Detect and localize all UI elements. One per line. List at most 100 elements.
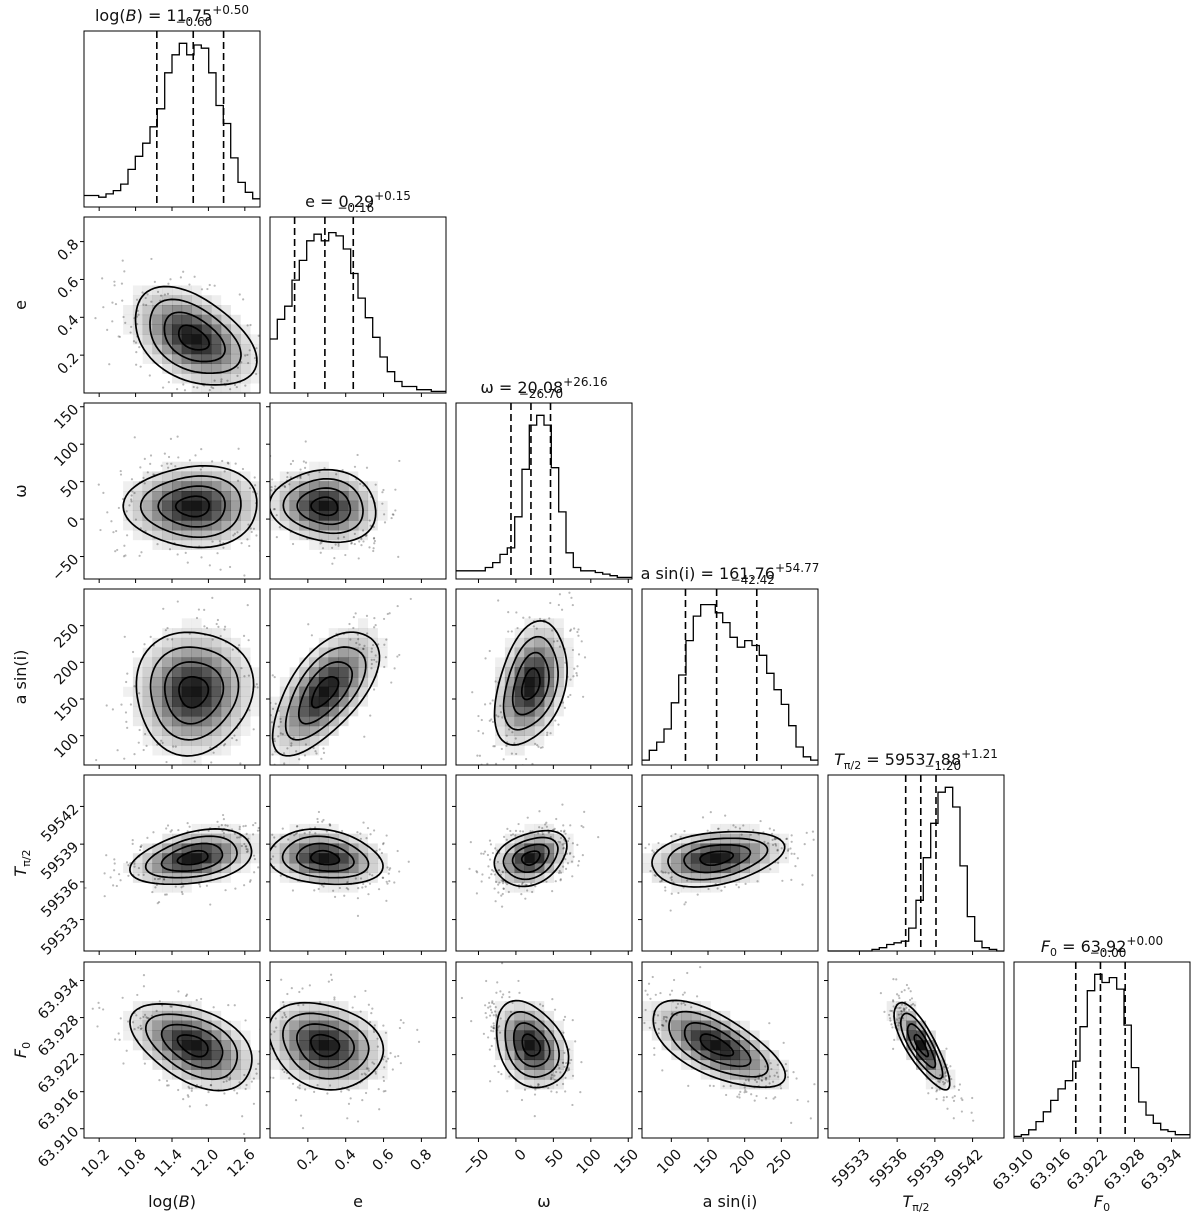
scatter-point bbox=[165, 827, 168, 830]
density-cell bbox=[142, 667, 153, 678]
scatter-point bbox=[382, 1024, 385, 1027]
scatter-point bbox=[664, 886, 667, 889]
scatter-point bbox=[308, 459, 310, 461]
scatter-point bbox=[670, 1013, 673, 1016]
scatter-point bbox=[333, 895, 337, 899]
density-cell bbox=[289, 1001, 300, 1012]
density-cell bbox=[690, 1040, 701, 1051]
hist-step-logB bbox=[84, 42, 260, 200]
density-cell bbox=[328, 647, 339, 658]
scatter-point bbox=[233, 532, 236, 535]
density-cell bbox=[534, 1020, 545, 1031]
scatter-point bbox=[402, 1021, 405, 1024]
density-cell bbox=[152, 1020, 163, 1031]
density-cell bbox=[162, 667, 173, 678]
scatter-point bbox=[249, 879, 252, 882]
scatter-point bbox=[101, 277, 104, 280]
scatter-point bbox=[576, 843, 579, 846]
density-cell bbox=[720, 853, 731, 864]
density-cell bbox=[563, 647, 574, 658]
scatter-point bbox=[188, 768, 190, 770]
density-cell bbox=[514, 657, 525, 668]
density-cell bbox=[162, 853, 173, 864]
scatter-point bbox=[290, 744, 293, 747]
density-cell bbox=[338, 1030, 349, 1041]
scatter-point bbox=[374, 483, 377, 486]
scatter-point bbox=[790, 852, 793, 855]
density-cell bbox=[367, 510, 378, 521]
scatter-point bbox=[771, 1080, 775, 1083]
scatter-point bbox=[398, 870, 401, 873]
scatter-point bbox=[353, 532, 356, 536]
density-cell bbox=[328, 882, 339, 893]
density-cell bbox=[191, 305, 202, 316]
scatter-point bbox=[50, 277, 52, 279]
scatter-point bbox=[907, 1008, 911, 1011]
scatter-point bbox=[517, 979, 520, 983]
scatter-point bbox=[297, 1004, 300, 1007]
scatter-point bbox=[223, 625, 227, 628]
density-cell bbox=[162, 461, 173, 472]
scatter-point bbox=[897, 1024, 900, 1027]
scatter-point bbox=[563, 706, 566, 709]
scatter-point bbox=[137, 873, 140, 876]
scatter-point bbox=[364, 885, 367, 888]
scatter-point bbox=[361, 1099, 364, 1102]
scatter-point bbox=[511, 1001, 514, 1005]
density-cell bbox=[201, 1050, 212, 1061]
density-cell bbox=[289, 833, 300, 844]
scatter-point bbox=[113, 280, 116, 283]
density-cell bbox=[240, 706, 251, 717]
scatter-point bbox=[505, 838, 508, 841]
scatter-point bbox=[359, 1010, 362, 1013]
density-cell bbox=[270, 1059, 281, 1070]
scatter-point bbox=[180, 886, 183, 889]
density-cell bbox=[142, 314, 153, 325]
density-cell bbox=[270, 1040, 281, 1051]
density-cell bbox=[338, 1050, 349, 1061]
scatter-point bbox=[750, 1093, 753, 1096]
density-cell bbox=[181, 706, 192, 717]
scatter-point bbox=[499, 1017, 502, 1020]
scatter-point bbox=[789, 847, 792, 850]
density-cell bbox=[338, 520, 349, 531]
scatter-point bbox=[243, 1073, 246, 1077]
scatter-point bbox=[958, 1083, 962, 1086]
density-cell bbox=[318, 667, 329, 678]
scatter-point bbox=[139, 365, 142, 368]
scatter-point bbox=[246, 850, 249, 853]
scatter-point bbox=[241, 467, 245, 471]
density-cell bbox=[142, 353, 153, 364]
density-cell bbox=[514, 667, 525, 678]
scatter-point bbox=[944, 1079, 948, 1082]
scatter-point bbox=[301, 769, 303, 771]
scatter-point bbox=[549, 1078, 553, 1081]
density-cell bbox=[289, 491, 300, 502]
scatter-point bbox=[135, 363, 138, 366]
scatter-point bbox=[679, 835, 682, 838]
scatter-point bbox=[177, 828, 180, 832]
scatter-point bbox=[271, 405, 273, 407]
scatter-point bbox=[179, 790, 181, 792]
scatter-point bbox=[571, 1019, 574, 1022]
scatter-point bbox=[137, 866, 141, 870]
scatter-point bbox=[134, 518, 138, 521]
scatter-point bbox=[363, 644, 366, 647]
density-cell bbox=[514, 745, 525, 756]
scatter-point bbox=[952, 1117, 955, 1120]
scatter-point bbox=[222, 546, 225, 549]
density-cell bbox=[318, 530, 329, 541]
scatter-point bbox=[385, 638, 388, 641]
scatter-point bbox=[911, 1002, 915, 1006]
scatter-point bbox=[217, 625, 220, 628]
density-cell bbox=[328, 863, 339, 874]
scatter-point bbox=[291, 1082, 295, 1085]
scatter-point bbox=[252, 527, 256, 530]
density-cell bbox=[270, 696, 281, 707]
density-cell bbox=[553, 1020, 564, 1031]
scatter-point bbox=[117, 873, 121, 876]
density-cell bbox=[553, 1069, 564, 1080]
scatter-point bbox=[133, 1027, 136, 1031]
scatter-point bbox=[953, 1094, 956, 1098]
density-cell bbox=[201, 1010, 212, 1021]
